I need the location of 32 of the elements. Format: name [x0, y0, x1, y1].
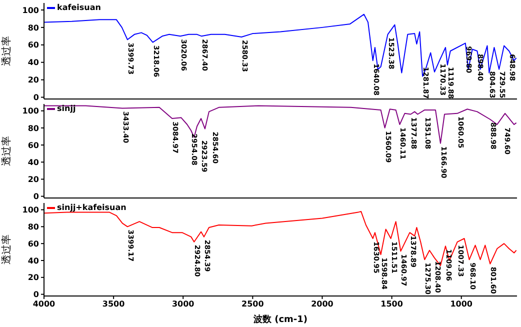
- y-tick-label: 60: [28, 140, 40, 150]
- y-tick-label: 80: [28, 222, 40, 232]
- y-tick-label: 40: [28, 158, 40, 167]
- y-tick-label: 100: [22, 106, 40, 116]
- y-axis-title: 透过率: [0, 36, 13, 66]
- legend-label: sinjj: [57, 104, 76, 114]
- y-tick-label: 60: [28, 239, 40, 248]
- x-tick-label: 2500: [242, 300, 264, 309]
- y-tick-label: 60: [28, 40, 40, 50]
- y-tick-label: 40: [28, 256, 40, 266]
- x-tick-label: 3000: [172, 300, 195, 309]
- x-tick-label: 2000: [311, 300, 334, 309]
- x-tick-label: 3500: [102, 300, 126, 309]
- y-tick-label: 40: [28, 58, 40, 68]
- y-tick-label: 100: [22, 206, 40, 215]
- y-tick-label: 20: [28, 76, 40, 85]
- x-tick-label: 1000: [450, 300, 473, 309]
- y-tick-label: 80: [28, 23, 40, 32]
- y-axis-title: 透过率: [0, 136, 13, 166]
- y-tick-label: 0: [33, 93, 40, 102]
- y-tick-label: 0: [33, 290, 40, 300]
- x-tick-label: 4000: [32, 300, 56, 309]
- x-axis-title: 波数 (cm-1): [252, 314, 308, 325]
- legend-label: sinjj+kafeisuan: [57, 203, 126, 213]
- y-tick-label: 0: [33, 192, 40, 202]
- y-tick-label: 80: [28, 124, 40, 133]
- y-tick-label: 20: [28, 273, 40, 282]
- y-tick-label: 100: [22, 6, 40, 15]
- x-tick-label: 1500: [380, 300, 404, 309]
- y-tick-label: 20: [28, 175, 40, 184]
- y-axis-title: 透过率: [0, 234, 13, 264]
- legend-label: kafeisuan: [57, 3, 101, 13]
